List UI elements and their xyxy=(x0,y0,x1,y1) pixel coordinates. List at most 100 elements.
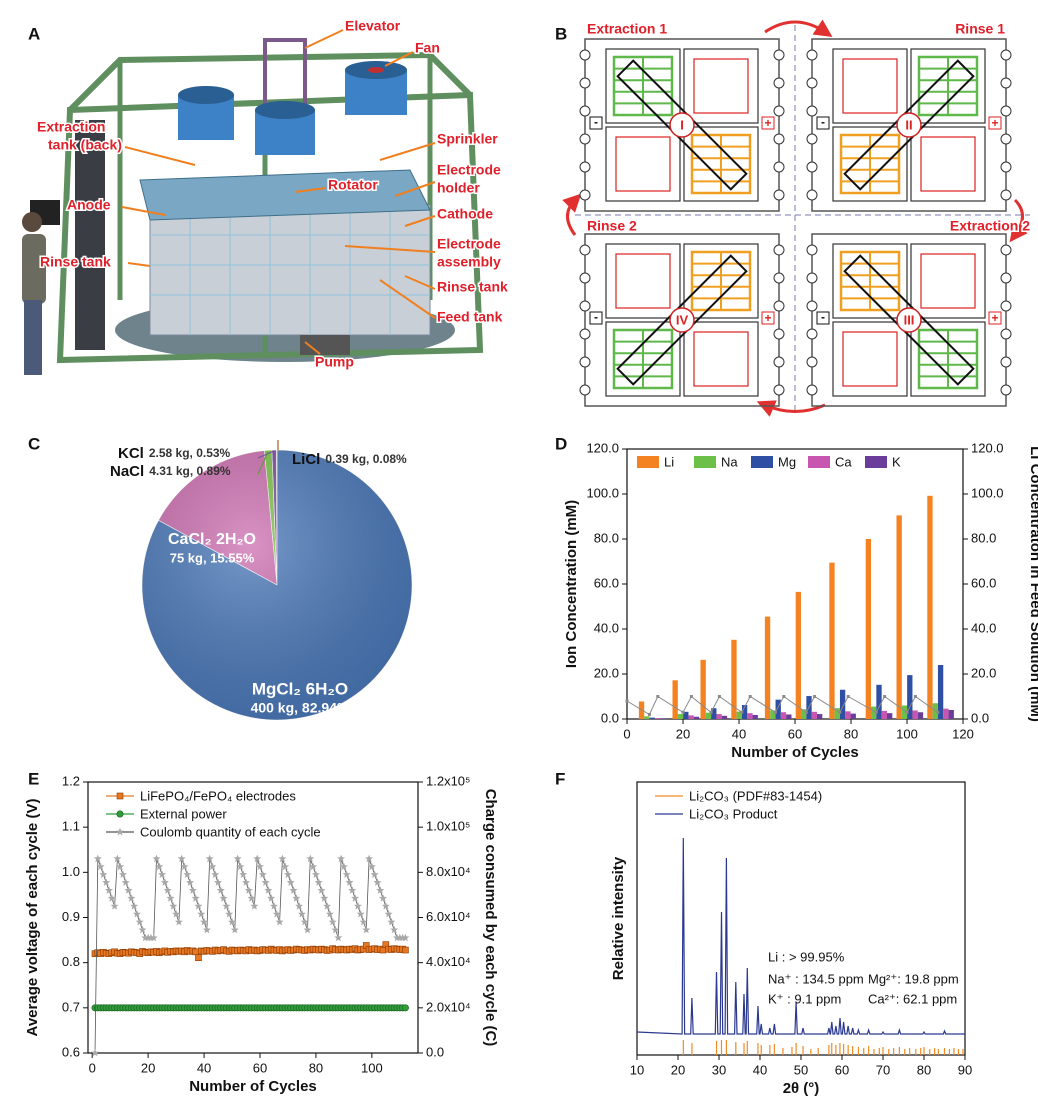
marker xyxy=(401,1004,409,1012)
marker xyxy=(320,894,329,902)
bar xyxy=(700,659,706,719)
bar xyxy=(871,706,877,719)
marker xyxy=(748,695,752,698)
step-circle xyxy=(896,112,922,138)
marker xyxy=(328,917,337,926)
legend-swatch xyxy=(637,456,659,468)
marker xyxy=(838,710,842,714)
bar xyxy=(917,712,924,719)
legend-swatch xyxy=(808,456,830,468)
x-tick-label: 40 xyxy=(197,1060,211,1075)
component-label: Electrode xyxy=(437,236,501,252)
slice-label: CaCl₂ 2H₂O xyxy=(168,531,256,548)
marker xyxy=(297,909,306,918)
marker xyxy=(183,870,192,878)
marker xyxy=(233,854,242,863)
y2-tick-label: 80.0 xyxy=(971,530,996,545)
bar xyxy=(654,718,661,719)
y-tick-label: 1.0 xyxy=(62,864,80,879)
valve xyxy=(773,272,785,284)
bar xyxy=(775,699,781,719)
panel-label: A xyxy=(28,24,40,43)
bar xyxy=(780,712,787,719)
y-tick-label: 1.2 xyxy=(62,773,80,788)
cell xyxy=(910,126,986,202)
marker xyxy=(219,894,228,902)
marker xyxy=(169,902,178,910)
marker xyxy=(214,878,222,886)
cell xyxy=(832,48,908,124)
marker xyxy=(202,925,211,934)
valve xyxy=(1000,300,1012,312)
slice-label-group: NaCl 4.31 kg, 0.89% xyxy=(110,463,231,480)
bar xyxy=(901,705,908,719)
stage-label: Rinse 1 xyxy=(955,21,1005,37)
marker xyxy=(195,954,202,961)
valve xyxy=(1000,133,1012,145)
sign: + xyxy=(764,116,771,130)
slice-label: KCl xyxy=(118,445,144,462)
sign-box xyxy=(761,311,775,325)
bar xyxy=(811,711,817,719)
valve xyxy=(806,244,818,256)
marker xyxy=(130,902,139,910)
x-tick-label: 100 xyxy=(361,1060,383,1075)
y-tick-label: 100.0 xyxy=(586,485,619,500)
panel-label: B xyxy=(555,24,567,43)
x-tick-label: 80 xyxy=(309,1060,323,1075)
y2-tick-label: 100.0 xyxy=(971,485,1004,500)
leader-line xyxy=(384,51,414,67)
bar xyxy=(896,515,902,719)
slice-value: 75 kg, 15.55% xyxy=(170,550,255,565)
legend-label: LiFePO₄/FePO₄ electrodes xyxy=(140,788,296,803)
y-tick-label: 80.0 xyxy=(594,530,619,545)
marker xyxy=(172,909,181,918)
marker xyxy=(681,710,685,714)
marker xyxy=(309,862,318,871)
bar xyxy=(845,711,851,719)
slice-value: 2.58 kg, 0.53% xyxy=(149,446,231,460)
valve xyxy=(773,356,785,368)
legend-swatch xyxy=(751,456,773,468)
y-axis-title: Relative intensity xyxy=(610,856,627,980)
marker xyxy=(370,870,379,878)
leader-line xyxy=(127,262,151,267)
bar xyxy=(721,715,728,719)
bar xyxy=(834,708,840,719)
y2-tick-label: 20.0 xyxy=(971,665,996,680)
plot-frame xyxy=(626,448,964,720)
sign: - xyxy=(821,115,825,129)
y2-tick-label: 60.0 xyxy=(971,575,996,590)
panel-label: D xyxy=(555,434,567,453)
marker xyxy=(107,894,116,902)
marker xyxy=(334,933,343,942)
bar xyxy=(741,705,748,719)
marker xyxy=(339,862,348,871)
valve xyxy=(1000,49,1012,61)
legend-label: Mg xyxy=(778,454,796,469)
step-number: III xyxy=(904,312,915,327)
bar xyxy=(816,714,823,719)
valve xyxy=(773,133,785,145)
valve xyxy=(579,77,591,89)
marker xyxy=(846,695,850,698)
marker xyxy=(264,886,273,894)
leader-line xyxy=(404,215,436,227)
marker xyxy=(656,695,660,698)
cell xyxy=(605,126,681,202)
marker xyxy=(351,894,360,902)
cell-inner xyxy=(842,58,898,114)
valve xyxy=(1000,328,1012,340)
marker xyxy=(135,917,144,926)
valve xyxy=(1000,244,1012,256)
valve xyxy=(773,244,785,256)
marker xyxy=(356,909,365,918)
marker xyxy=(116,810,124,818)
bar xyxy=(683,711,689,719)
x-tick-label: 70 xyxy=(876,1062,890,1077)
annotation: K⁺ : 9.1 ppm xyxy=(768,991,841,1006)
marker xyxy=(261,878,270,886)
marker xyxy=(270,902,278,910)
marker xyxy=(132,909,141,918)
sign-box xyxy=(816,311,830,325)
